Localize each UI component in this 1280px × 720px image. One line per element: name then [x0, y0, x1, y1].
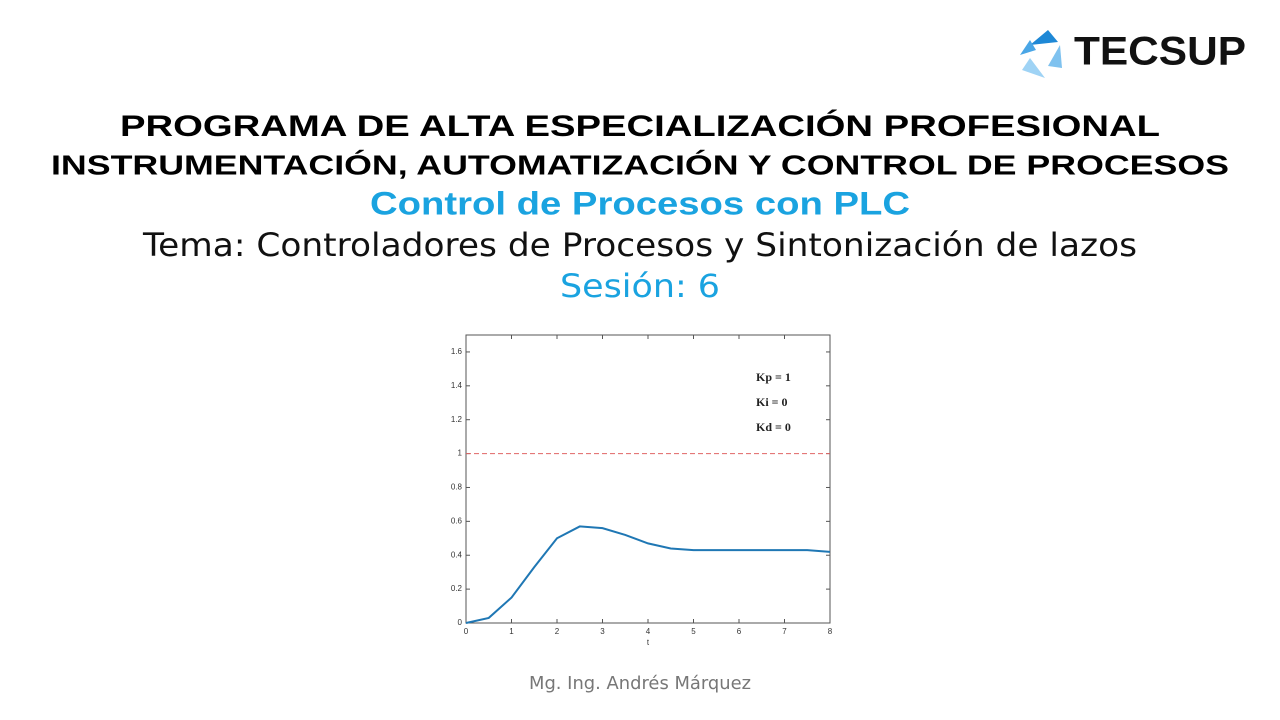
y-tick-label: 1.6 [451, 347, 463, 356]
x-tick-label: 0 [464, 627, 469, 636]
x-tick-label: 4 [646, 627, 651, 636]
logo-icon [1020, 30, 1062, 78]
y-tick-label: 0.6 [451, 516, 463, 525]
title: PROGRAMA DE ALTA ESPECIALIZACIÓN PROFESI… [120, 109, 1160, 143]
line-series [465, 525, 831, 624]
x-tick-label: 3 [600, 627, 605, 636]
x-axis-label: t [647, 638, 650, 647]
y-tick-label: 0.2 [451, 584, 463, 593]
x-tick-label: 6 [737, 627, 742, 636]
y-tick-label: 0.4 [451, 550, 463, 559]
subtitle: INSTRUMENTACIÓN, AUTOMATIZACIÓN Y CONTRO… [51, 149, 1229, 180]
topic: Tema: Controladores de Procesos y Sinton… [142, 226, 1137, 264]
annotation: Ki = 0 [756, 395, 788, 409]
y-tick-label: 0 [458, 618, 463, 627]
annotation: Kp = 1 [756, 370, 791, 384]
x-tick-label: 2 [555, 627, 560, 636]
logo-text: TECSUP [1074, 30, 1246, 74]
session: Sesión: 6 [560, 267, 720, 305]
y-tick-label: 1.2 [451, 415, 463, 424]
x-tick-label: 1 [509, 627, 514, 636]
y-tick-label: 0.8 [451, 483, 463, 492]
author: Mg. Ing. Andrés Márquez [529, 673, 751, 694]
course: Control de Procesos con PLC [370, 185, 910, 221]
x-tick-label: 7 [782, 627, 787, 636]
x-tick-label: 8 [828, 627, 833, 636]
y-tick-label: 1 [458, 449, 463, 458]
y-tick-label: 1.4 [451, 381, 463, 390]
annotation: Kd = 0 [756, 420, 791, 434]
x-tick-label: 5 [691, 627, 696, 636]
